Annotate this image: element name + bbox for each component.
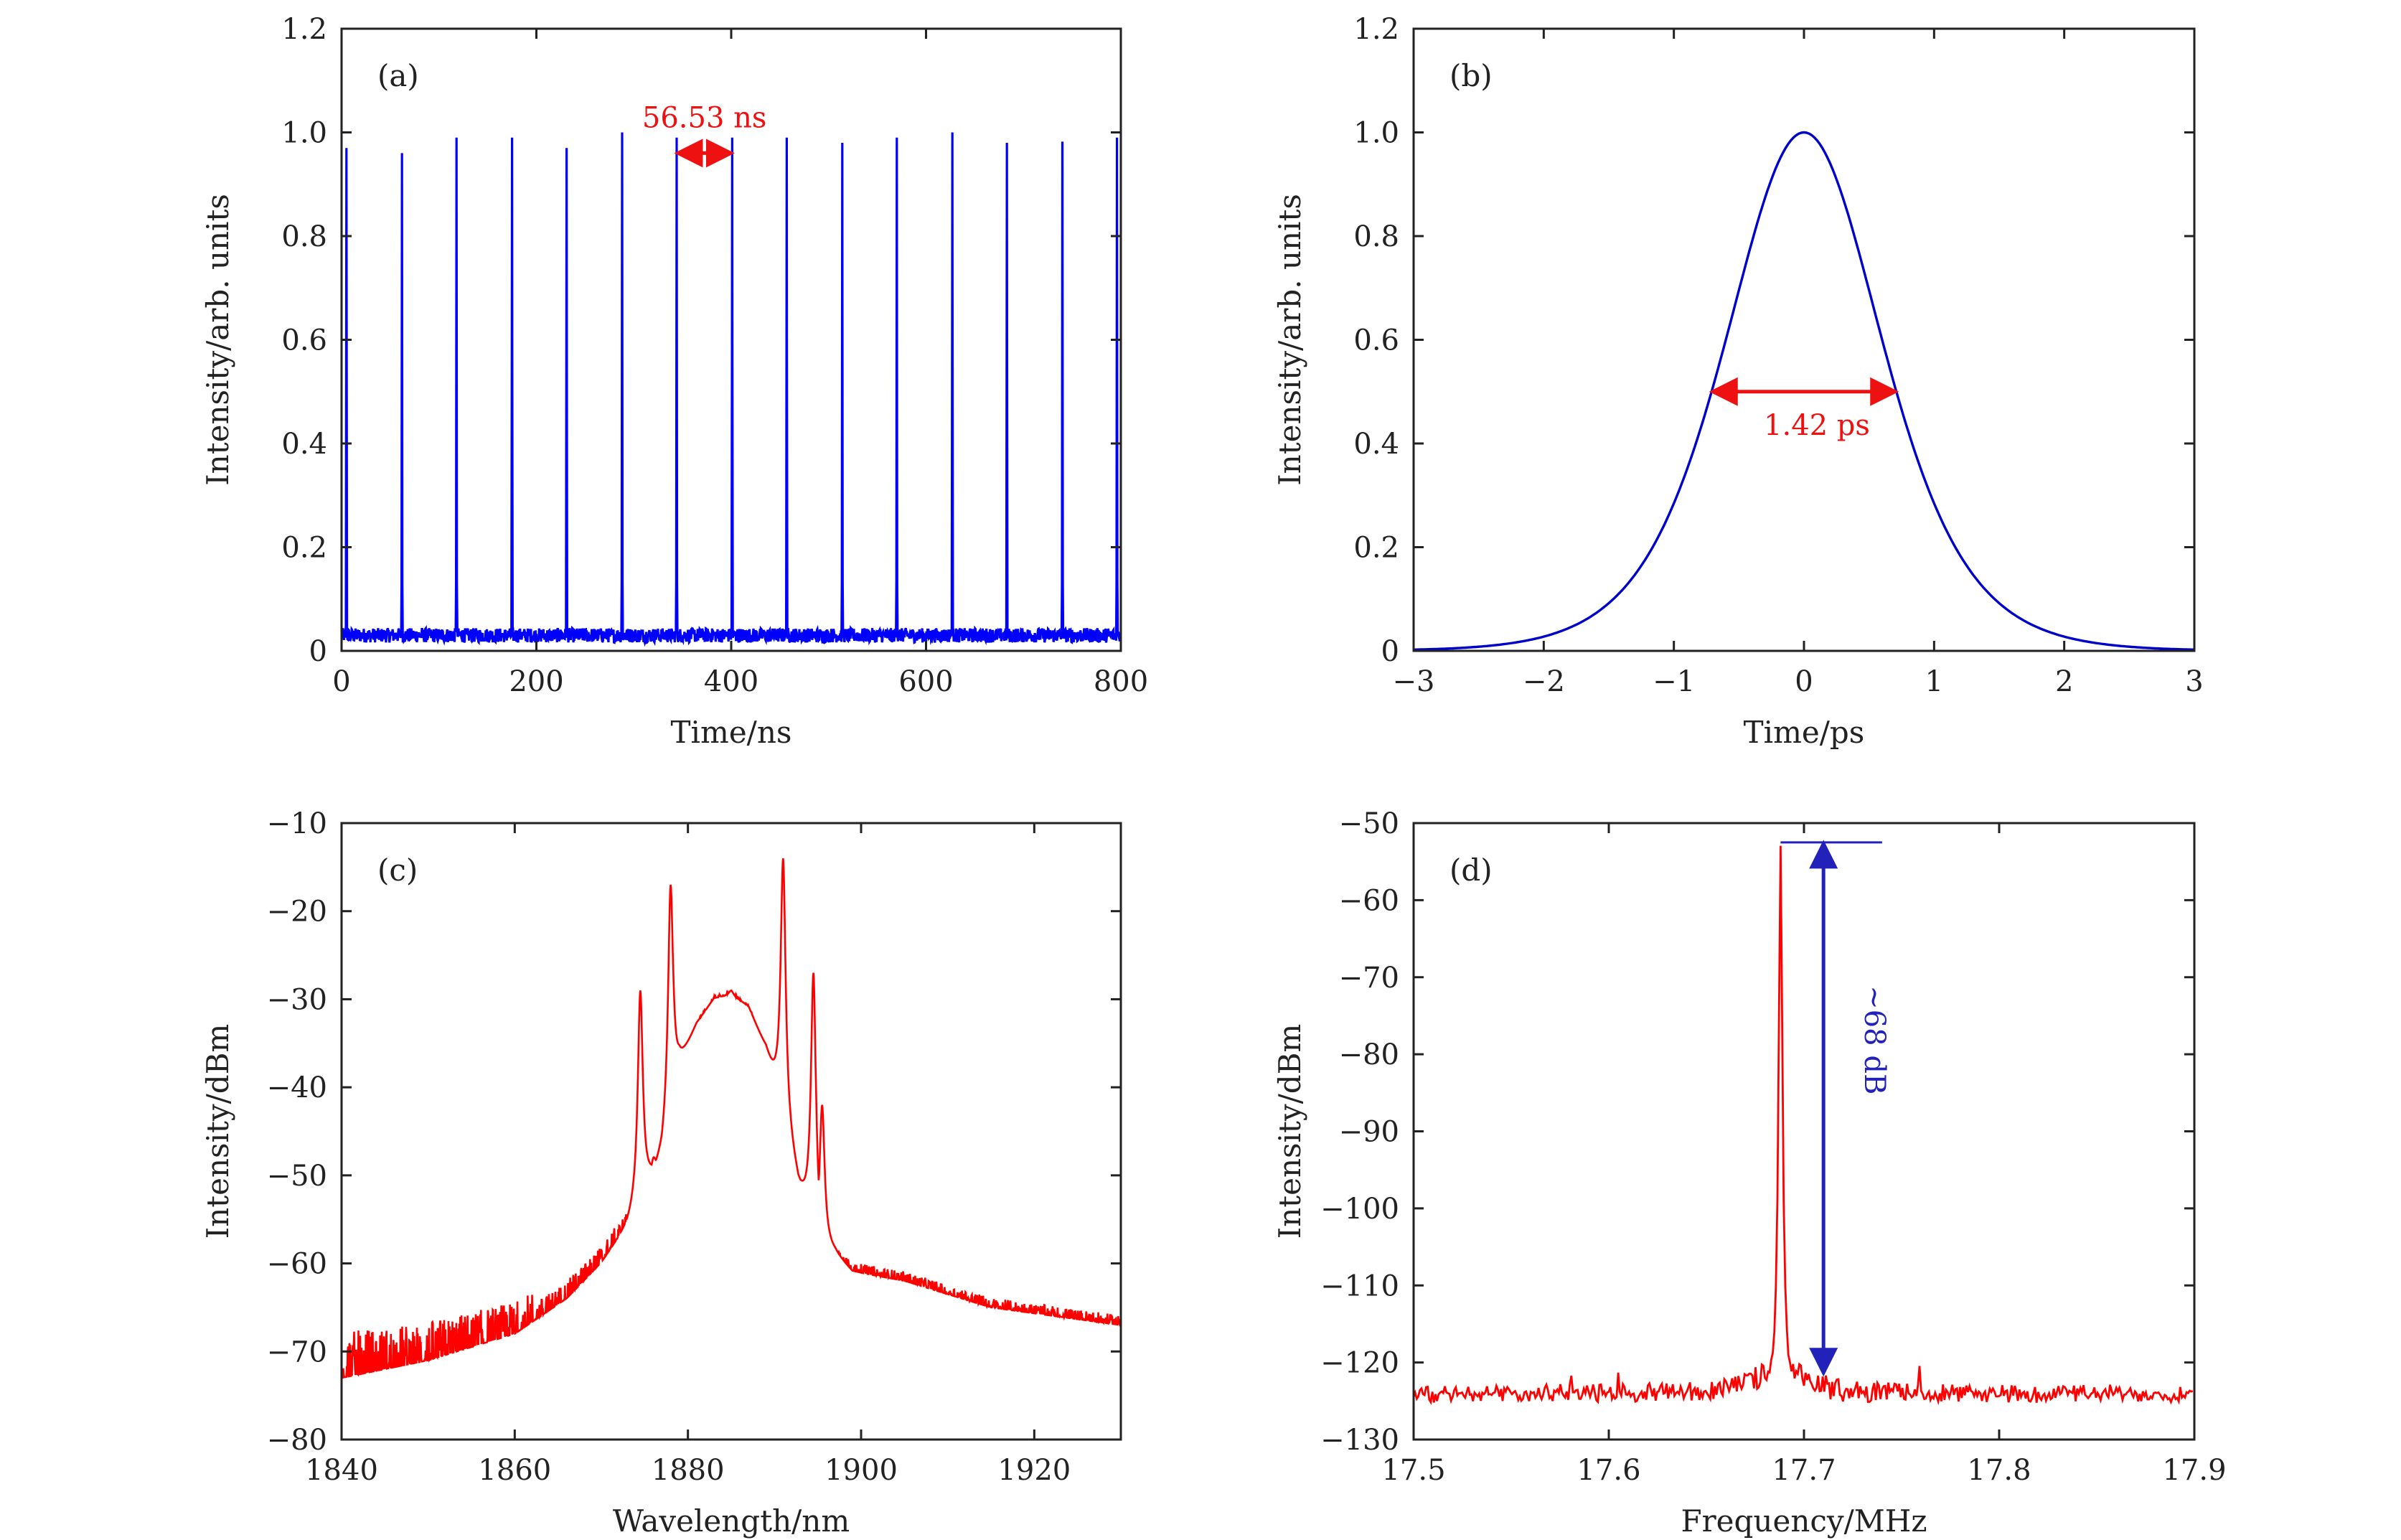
y-tick-label: 0.2 [1353,532,1399,565]
x-tick-label: 17.6 [1577,1454,1640,1487]
x-tick-label: 1900 [824,1454,898,1487]
y-tick-label: 0.2 [281,532,327,565]
panel-1: 1.42 ps −3 −2 −1 0 1 2 3 0 0.2 0.4 0.6 0.8 1.0 1.2 Time… [1272,13,2204,750]
x-axis-label: Time/ns [671,715,792,750]
y-tick-label: −70 [1339,962,1399,995]
plot-frame [1412,822,2196,1441]
y-tick-label: −80 [1339,1038,1399,1071]
y-tick-label: −40 [267,1071,327,1104]
x-axis-label: Frequency/MHz [1681,1503,1927,1539]
y-tick-label: −110 [1320,1269,1399,1302]
x-tick-label: 17.8 [1967,1454,2031,1487]
y-tick-label: −90 [1339,1116,1399,1149]
x-axis-label: Time/ps [1744,715,1865,750]
panel-label: (c) [377,853,418,888]
x-tick-label: 1920 [997,1454,1071,1487]
snr-annotation: ~68 dB [1858,985,1891,1094]
y-tick-label: −130 [1320,1424,1399,1457]
x-tick-label: 400 [704,665,758,698]
period-annotation: 56.53 ns [642,101,767,134]
plot-frame [340,822,1122,1441]
x-tick-label: −1 [1653,665,1695,698]
y-tick-label: 1.2 [281,13,327,46]
x-tick-label: 1840 [305,1454,378,1487]
y-tick-label: −50 [267,1160,327,1193]
y-tick-label: −10 [267,807,327,840]
panel-3: ~68 dB 17.5 17.6 17.7 17.8 17.9 −130 −120 −110 −1… [1272,807,2227,1539]
y-tick-label: 0 [309,635,327,668]
y-tick-label: −50 [1339,807,1399,840]
x-tick-label: 2 [2055,665,2073,698]
y-tick-label: 0.4 [1353,428,1399,461]
y-axis-label: Intensity/arb. units [200,194,235,486]
panel-label: (a) [377,58,419,93]
y-tick-label: 0.6 [1353,324,1399,357]
y-axis-label: Intensity/dBm [1272,1024,1307,1239]
plot-frame [340,27,1122,652]
panel-label: (d) [1449,853,1493,888]
y-axis-label: Intensity/dBm [200,1024,235,1239]
x-tick-label: 1880 [652,1454,725,1487]
x-tick-label: 17.9 [2162,1454,2226,1487]
y-tick-label: −70 [267,1335,327,1368]
y-tick-label: 0.6 [281,324,327,357]
y-tick-label: −80 [267,1424,327,1457]
panel-0: 56.53 ns 0 200 400 600 800 0 0.2 0.4 0.6 0.8 1.0 1.2… [200,13,1148,750]
x-tick-label: 1860 [478,1454,551,1487]
y-tick-label: 1.0 [1353,117,1399,150]
y-tick-label: 0.8 [281,220,327,253]
fwhm-annotation: 1.42 ps [1764,409,1870,442]
y-tick-label: −120 [1320,1347,1399,1380]
y-tick-label: −30 [267,983,327,1016]
y-tick-label: −60 [267,1248,327,1281]
x-tick-label: 3 [2185,665,2203,698]
spectrum-line [342,858,1121,1379]
x-tick-label: 0 [1795,665,1813,698]
panel-label: (b) [1449,58,1493,93]
y-tick-label: −100 [1320,1193,1399,1226]
series-line [342,132,1121,647]
x-tick-label: 1 [1925,665,1943,698]
x-axis-label: Wavelength/nm [613,1503,850,1539]
y-tick-label: 0 [1381,635,1399,668]
y-tick-label: 1.2 [1353,13,1399,46]
y-tick-label: 1.0 [281,117,327,150]
y-tick-label: −20 [267,896,327,929]
plot-frame [1412,27,2196,652]
x-tick-label: 600 [898,665,953,698]
y-tick-label: −60 [1339,884,1399,917]
y-tick-label: 0.4 [281,428,327,461]
panel-2: 1840 1860 1880 1900 1920 −80 −70 −60 −50 −40 −30 −2… [200,807,1122,1539]
y-axis-label: Intensity/arb. units [1272,194,1307,486]
series-line [1414,131,2194,651]
y-tick-label: 0.8 [1353,220,1399,253]
x-tick-label: 800 [1094,665,1148,698]
x-tick-label: −2 [1523,665,1565,698]
x-tick-label: 200 [509,665,563,698]
x-tick-label: 0 [332,665,350,698]
x-tick-label: 17.5 [1381,1454,1445,1487]
x-tick-label: 17.7 [1772,1454,1836,1487]
rf-spectrum-line [1414,845,2194,1406]
x-tick-label: −3 [1393,665,1435,698]
